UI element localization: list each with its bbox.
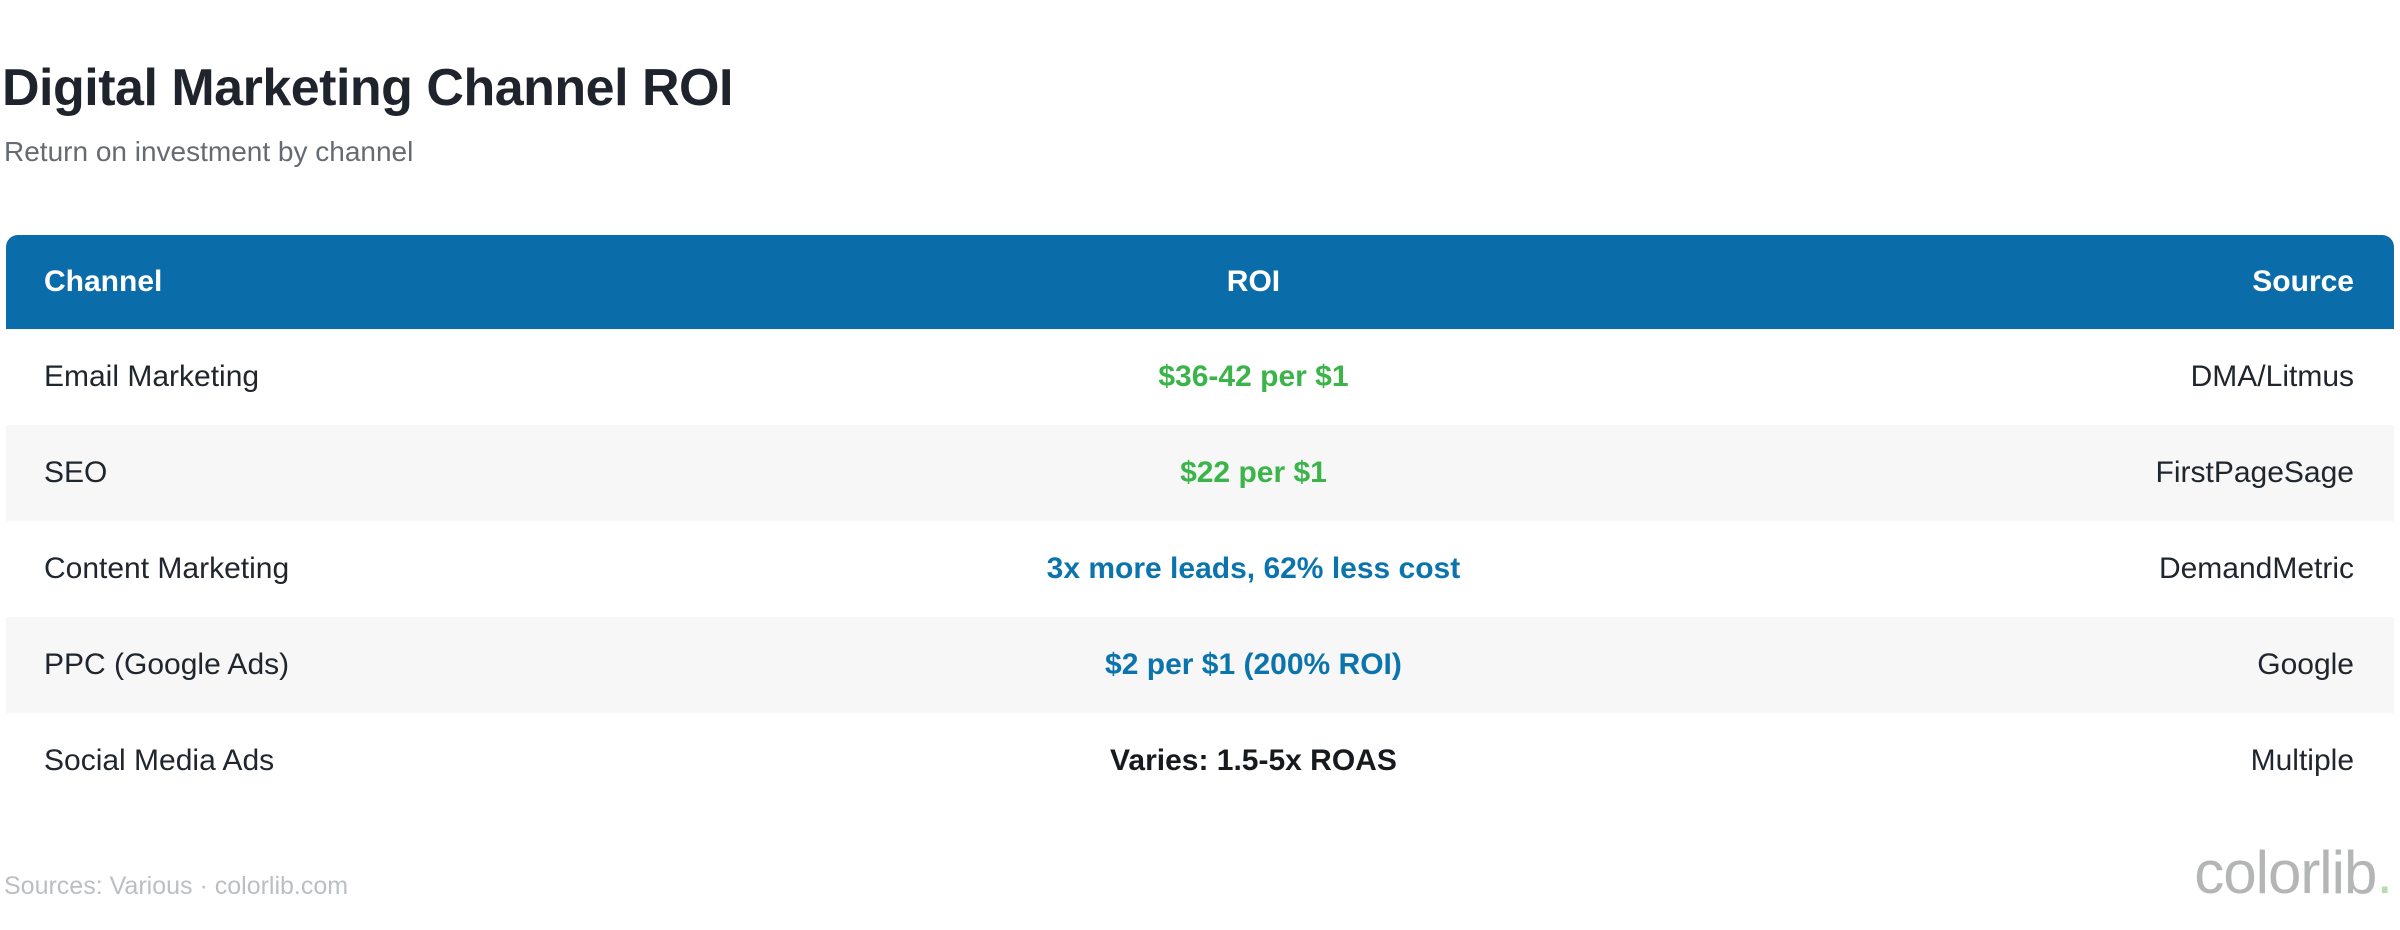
watermark-dot: . <box>2376 839 2393 906</box>
table-row: PPC (Google Ads) $2 per $1 (200% ROI) Go… <box>6 617 2394 713</box>
table-row: Email Marketing $36-42 per $1 DMA/Litmus <box>6 329 2394 425</box>
cell-roi: $2 per $1 (200% ROI) <box>1105 648 1402 681</box>
table-header-row: Channel ROI Source <box>6 235 2394 329</box>
cell-channel: PPC (Google Ads) <box>44 648 290 681</box>
cell-roi: $36-42 per $1 <box>1158 360 1349 393</box>
cell-roi: $22 per $1 <box>1180 456 1327 489</box>
cell-source: Multiple <box>2250 744 2354 777</box>
colorlib-watermark: colorlib. <box>2194 838 2393 907</box>
table-row: Social Media Ads Varies: 1.5-5x ROAS Mul… <box>6 713 2394 809</box>
cell-source: DMA/Litmus <box>2190 360 2354 393</box>
cell-channel: Email Marketing <box>44 360 260 393</box>
page-subtitle: Return on investment by channel <box>4 136 414 167</box>
cell-channel: SEO <box>44 456 108 489</box>
cell-roi: Varies: 1.5-5x ROAS <box>1110 744 1397 777</box>
column-header-channel: Channel <box>44 265 163 298</box>
cell-channel: Content Marketing <box>44 552 290 585</box>
table-row: SEO $22 per $1 FirstPageSage <box>6 425 2394 521</box>
column-header-roi: ROI <box>1226 265 1281 298</box>
table-body: Email Marketing $36-42 per $1 DMA/Litmus… <box>6 329 2394 809</box>
roi-table: Channel ROI Source Email Marketing $36-4… <box>6 235 2394 809</box>
table-row: Content Marketing 3x more leads, 62% les… <box>6 521 2394 617</box>
column-header-source: Source <box>2252 265 2354 298</box>
cell-channel: Social Media Ads <box>44 744 275 777</box>
cell-roi: 3x more leads, 62% less cost <box>1046 552 1461 585</box>
cell-source: FirstPageSage <box>2155 456 2354 489</box>
watermark-text: colorlib <box>2194 839 2377 906</box>
cell-source: Google <box>2257 648 2354 681</box>
sources-note: Sources: Various · colorlib.com <box>4 872 349 900</box>
cell-source: DemandMetric <box>2158 552 2354 585</box>
page-title: Digital Marketing Channel ROI <box>2 59 733 117</box>
